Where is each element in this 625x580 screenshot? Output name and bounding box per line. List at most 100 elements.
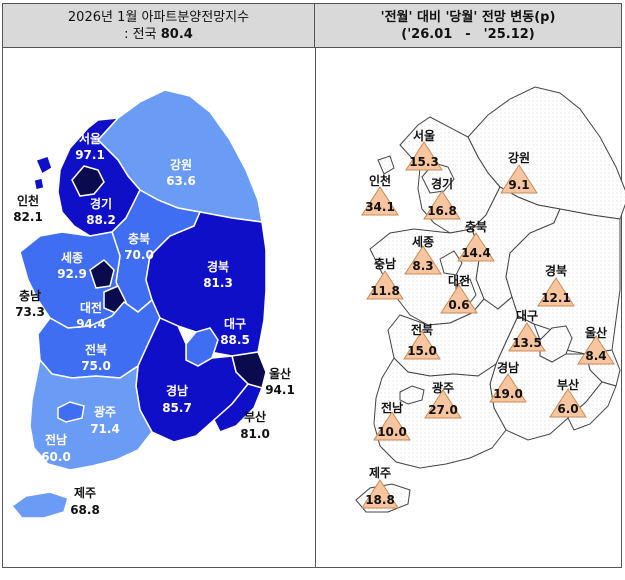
- left-label-gwangju-value: 71.4: [90, 422, 120, 436]
- figure-frame: 2026년 1월 아파트분양전망지수 : 전국 80.4 '전월' 대비 '당월…: [2, 3, 622, 568]
- right-label-chungbuk-name: 충북: [465, 219, 487, 234]
- right-label-busan-name: 부산: [557, 377, 579, 392]
- left-label-jeonbuk-name: 전북: [85, 342, 107, 357]
- left-label-gyeonggi-value: 88.2: [86, 213, 116, 227]
- right-label-daegu-value: 13.5: [512, 336, 542, 350]
- left-label-jeju-value: 68.8: [70, 503, 100, 517]
- map-region-gwangju: [57, 401, 85, 423]
- triangle-marker-seoul: [405, 141, 443, 171]
- right-label-ulsan-value: 8.4: [585, 349, 606, 363]
- right-label-daegu-name: 대구: [516, 309, 538, 323]
- right-map-markers: [361, 141, 615, 509]
- right-label-gwangju-name: 광주: [432, 380, 454, 395]
- map-region-seoul: [71, 165, 105, 197]
- left-label-gyeongbuk-value: 81.3: [203, 276, 233, 290]
- right-label-daejeon-value: 0.6: [448, 298, 469, 312]
- right-label-chungnam-name: 충남: [374, 256, 396, 271]
- left-title: 2026년 1월 아파트분양전망지수: [67, 10, 250, 25]
- right-label-gangwon-value: 9.1: [508, 178, 529, 192]
- right-label-gangwon-name: 강원: [508, 151, 530, 165]
- left-label-chungnam-value: 73.3: [15, 305, 45, 319]
- right-label-jeju-value: 18.8: [365, 493, 395, 507]
- right-label-incheon-value: 34.1: [365, 200, 395, 214]
- right-label-incheon-name: 인천: [369, 173, 391, 188]
- left-label-jeonnam-value: 60.0: [41, 450, 71, 464]
- triangle-marker-gyeongbuk: [537, 277, 575, 307]
- left-label-seoul-value: 97.1: [75, 148, 105, 162]
- left-label-daegu-name: 대구: [224, 317, 246, 331]
- left-map: [10, 89, 267, 519]
- triangle-marker-gyeonggi: [423, 190, 461, 220]
- left-label-gyeongnam-value: 85.7: [162, 401, 192, 415]
- triangle-marker-incheon: [361, 186, 399, 216]
- national-index-value: 80.4: [160, 27, 193, 42]
- left-label-ulsan-value: 94.1: [265, 383, 295, 397]
- right-label-gyeongnam-value: 19.0: [493, 387, 523, 401]
- right-label-gyeongnam-name: 경남: [497, 360, 519, 375]
- map-region-sejong-r: [439, 250, 463, 276]
- right-label-seoul-value: 15.3: [409, 155, 439, 169]
- right-label-gwangju-value: 27.0: [428, 403, 458, 417]
- left-label-busan-name: 부산: [244, 409, 266, 424]
- right-label-jeju-name: 제주: [369, 466, 391, 480]
- triangle-marker-chungnam: [366, 270, 404, 300]
- left-label-gwangju-name: 광주: [94, 404, 116, 419]
- left-label-sejong-name: 세종: [61, 250, 83, 265]
- right-subtitle: ('26.01 - '25.12): [401, 27, 535, 42]
- right-label-jeonnam-name: 전남: [381, 400, 403, 415]
- left-label-gangwon-name: 강원: [170, 158, 192, 172]
- right-label-jeonbuk-name: 전북: [411, 322, 433, 337]
- map-region-jeonnam: [29, 358, 153, 471]
- left-label-busan-value: 81.0: [240, 427, 270, 441]
- left-label-jeonnam-name: 전남: [45, 432, 67, 447]
- right-map-labels: 서울 15.3 강원 9.1 인천 34.1 경기 16.8 충북 14.4 세…: [365, 128, 607, 507]
- left-label-chungnam-name: 충남: [19, 288, 41, 303]
- right-label-gyeongbuk-value: 12.1: [541, 291, 571, 305]
- left-map-labels: 서울 97.1 인천 82.1 경기 88.2 강원 63.6 충북 70.0 …: [13, 131, 295, 517]
- map-region-busan-r: [567, 381, 617, 431]
- right-title: '전월' 대비 '당월' 전망 변동(p): [380, 10, 556, 25]
- triangle-marker-jeonbuk: [403, 330, 441, 360]
- left-label-seoul-name: 서울: [79, 131, 101, 146]
- left-label-daegu-value: 88.5: [220, 333, 250, 347]
- triangle-marker-busan: [549, 388, 587, 418]
- right-label-daejeon-name: 대전: [448, 273, 470, 288]
- triangle-marker-gangwon: [500, 164, 538, 194]
- map-region-incheon-r: [377, 155, 395, 175]
- triangle-marker-sejong: [404, 245, 442, 275]
- left-label-gyeongbuk-name: 경북: [207, 260, 229, 274]
- right-label-jeonnam-value: 10.0: [377, 425, 407, 439]
- right-label-seoul-name: 서울: [413, 128, 435, 143]
- map-region-incheon: [34, 155, 53, 176]
- left-label-chungbuk-name: 충북: [128, 231, 150, 246]
- triangle-marker-jeonnam: [373, 411, 411, 441]
- left-map-header: 2026년 1월 아파트분양전망지수 : 전국 80.4: [3, 4, 315, 48]
- right-label-sejong-value: 8.3: [412, 259, 433, 273]
- left-label-jeju-name: 제주: [74, 486, 96, 500]
- left-label-incheon-value: 82.1: [13, 210, 43, 224]
- left-label-gyeonggi-name: 경기: [90, 196, 112, 211]
- triangle-marker-ulsan: [577, 335, 615, 365]
- map-region-sejong: [89, 259, 115, 289]
- right-label-gyeonggi-value: 16.8: [427, 204, 457, 218]
- triangle-marker-gyeongnam: [489, 373, 527, 403]
- triangle-marker-gwangju: [424, 389, 462, 419]
- left-label-daejeon-value: 94.4: [76, 317, 106, 331]
- left-label-gyeongnam-name: 경남: [166, 383, 188, 398]
- triangle-marker-daejeon: [440, 284, 478, 314]
- left-label-ulsan-name: 울산: [269, 366, 291, 381]
- panel-divider: [315, 48, 316, 568]
- left-label-jeonbuk-value: 75.0: [81, 359, 111, 373]
- left-label-gangwon-value: 63.6: [166, 174, 196, 188]
- right-label-chungbuk-value: 14.4: [461, 246, 491, 260]
- right-label-sejong-name: 세종: [412, 234, 434, 249]
- left-subtitle: : 전국 80.4: [124, 27, 193, 42]
- map-island-incheon: [33, 177, 45, 191]
- map-region-gwangju-r: [399, 385, 425, 405]
- map-region-jeju: [10, 491, 69, 519]
- triangle-marker-chungbuk: [457, 232, 495, 262]
- left-label-sejong-value: 92.9: [57, 267, 87, 281]
- triangle-marker-jeju: [361, 479, 399, 509]
- right-label-busan-value: 6.0: [557, 402, 578, 416]
